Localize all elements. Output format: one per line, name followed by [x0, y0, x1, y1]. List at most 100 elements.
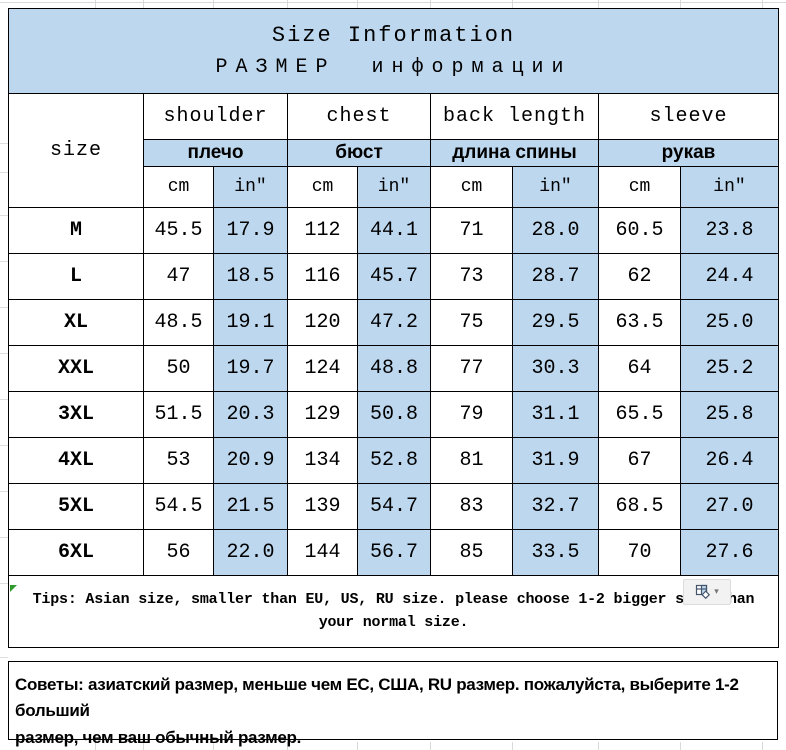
size-label-cell[interactable]: 3XL	[8, 391, 144, 438]
size-label-cell[interactable]: 4XL	[8, 437, 144, 484]
unit-cm-cell[interactable]: cm	[287, 166, 358, 208]
value-cell[interactable]: 50	[143, 345, 214, 392]
value-cell[interactable]: 45.5	[143, 207, 214, 254]
value-cell[interactable]: 27.0	[680, 483, 779, 530]
value-cell[interactable]: 21.5	[213, 483, 288, 530]
title-row: Size Information РАЗМЕР информации	[8, 8, 779, 94]
tips-english-cell[interactable]: Tips: Asian size, smaller than EU, US, R…	[8, 575, 779, 648]
value-cell[interactable]: 52.8	[357, 437, 431, 484]
value-cell[interactable]: 25.0	[680, 299, 779, 346]
value-cell[interactable]: 27.6	[680, 529, 779, 576]
value-cell[interactable]: 54.5	[143, 483, 214, 530]
size-label-cell[interactable]: M	[8, 207, 144, 254]
value-cell[interactable]: 28.7	[512, 253, 599, 300]
value-cell[interactable]: 129	[287, 391, 358, 438]
value-cell[interactable]: 79	[430, 391, 513, 438]
column-header-en[interactable]: shoulder	[143, 93, 288, 140]
column-header-ru[interactable]: плечо	[143, 139, 288, 167]
value-cell[interactable]: 51.5	[143, 391, 214, 438]
value-cell[interactable]: 60.5	[598, 207, 681, 254]
value-cell[interactable]: 64	[598, 345, 681, 392]
unit-in-cell[interactable]: in″	[213, 166, 288, 208]
paste-options-button[interactable]: ▾	[683, 579, 731, 605]
unit-in-cell[interactable]: in″	[680, 166, 779, 208]
size-column-header[interactable]: size	[8, 93, 144, 208]
value-cell[interactable]: 81	[430, 437, 513, 484]
column-header-en[interactable]: sleeve	[598, 93, 779, 140]
value-cell[interactable]: 32.7	[512, 483, 599, 530]
unit-cm-cell[interactable]: cm	[598, 166, 681, 208]
value-cell[interactable]: 116	[287, 253, 358, 300]
value-cell[interactable]: 17.9	[213, 207, 288, 254]
value-cell[interactable]: 50.8	[357, 391, 431, 438]
value-cell[interactable]: 47.2	[357, 299, 431, 346]
value-cell[interactable]: 139	[287, 483, 358, 530]
value-cell[interactable]: 30.3	[512, 345, 599, 392]
cell-error-indicator-icon	[10, 585, 17, 592]
value-cell[interactable]: 24.4	[680, 253, 779, 300]
value-cell[interactable]: 18.5	[213, 253, 288, 300]
value-cell[interactable]: 20.9	[213, 437, 288, 484]
value-cell[interactable]: 112	[287, 207, 358, 254]
value-cell[interactable]: 68.5	[598, 483, 681, 530]
value-cell[interactable]: 45.7	[357, 253, 431, 300]
value-cell[interactable]: 67	[598, 437, 681, 484]
size-label-cell[interactable]: L	[8, 253, 144, 300]
value-cell[interactable]: 31.1	[512, 391, 599, 438]
value-cell[interactable]: 22.0	[213, 529, 288, 576]
value-cell[interactable]: 28.0	[512, 207, 599, 254]
value-cell[interactable]: 23.8	[680, 207, 779, 254]
value-cell[interactable]: 19.7	[213, 345, 288, 392]
value-cell[interactable]: 62	[598, 253, 681, 300]
value-cell[interactable]: 124	[287, 345, 358, 392]
value-cell[interactable]: 70	[598, 529, 681, 576]
value-cell[interactable]: 63.5	[598, 299, 681, 346]
value-cell[interactable]: 65.5	[598, 391, 681, 438]
value-cell[interactable]: 71	[430, 207, 513, 254]
value-cell[interactable]: 73	[430, 253, 513, 300]
value-cell[interactable]: 20.3	[213, 391, 288, 438]
value-cell[interactable]: 47	[143, 253, 214, 300]
size-label-cell[interactable]: 6XL	[8, 529, 144, 576]
size-label-cell[interactable]: 5XL	[8, 483, 144, 530]
value-cell[interactable]: 83	[430, 483, 513, 530]
value-cell[interactable]: 75	[430, 299, 513, 346]
unit-in-cell[interactable]: in″	[512, 166, 599, 208]
column-header-en[interactable]: back length	[430, 93, 599, 140]
value-cell[interactable]: 29.5	[512, 299, 599, 346]
column-header-en[interactable]: chest	[287, 93, 431, 140]
table-title-cell[interactable]: Size Information РАЗМЕР информации	[8, 8, 779, 94]
value-cell[interactable]: 44.1	[357, 207, 431, 254]
unit-cm-cell[interactable]: cm	[430, 166, 513, 208]
value-cell[interactable]: 120	[287, 299, 358, 346]
table-row: 6XL 56 22.0 144 56.7 85 33.5 70 27.6	[8, 529, 779, 576]
value-cell[interactable]: 134	[287, 437, 358, 484]
value-cell[interactable]: 48.5	[143, 299, 214, 346]
value-cell[interactable]: 31.9	[512, 437, 599, 484]
paste-options-icon	[696, 584, 711, 600]
value-cell[interactable]: 77	[430, 345, 513, 392]
column-header-ru[interactable]: рукав	[598, 139, 779, 167]
value-cell[interactable]: 144	[287, 529, 358, 576]
unit-cm-cell[interactable]: cm	[143, 166, 214, 208]
value-cell[interactable]: 26.4	[680, 437, 779, 484]
size-label-cell[interactable]: XL	[8, 299, 144, 346]
value-cell[interactable]: 25.2	[680, 345, 779, 392]
value-cell[interactable]: 48.8	[357, 345, 431, 392]
value-cell[interactable]: 56.7	[357, 529, 431, 576]
column-header-ru[interactable]: длина спины	[430, 139, 599, 167]
tips-russian-box[interactable]: Советы: азиатский размер, меньше чем ЕС,…	[8, 661, 778, 747]
value-cell[interactable]: 33.5	[512, 529, 599, 576]
value-cell[interactable]: 56	[143, 529, 214, 576]
value-cell[interactable]: 54.7	[357, 483, 431, 530]
value-cell[interactable]: 53	[143, 437, 214, 484]
value-cell[interactable]: 85	[430, 529, 513, 576]
value-cell[interactable]: 25.8	[680, 391, 779, 438]
size-label-cell[interactable]: XXL	[8, 345, 144, 392]
unit-row: cm in″ cm in″ cm in″ cm in″	[9, 166, 779, 208]
value-cell[interactable]: 19.1	[213, 299, 288, 346]
size-information-table: Size Information РАЗМЕР информации size …	[8, 8, 779, 648]
unit-in-cell[interactable]: in″	[357, 166, 431, 208]
column-header-ru[interactable]: бюст	[287, 139, 431, 167]
